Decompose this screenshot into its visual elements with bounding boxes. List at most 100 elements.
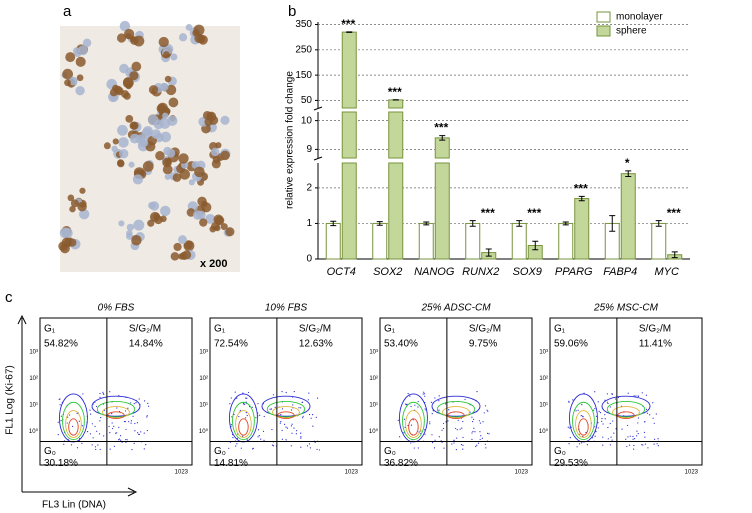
cell bbox=[112, 138, 119, 145]
event-dot bbox=[281, 438, 284, 440]
event-dot bbox=[456, 429, 458, 431]
event-dot bbox=[295, 433, 297, 435]
event-dot bbox=[591, 437, 594, 439]
event-dot bbox=[410, 424, 413, 426]
event-dot bbox=[611, 439, 613, 441]
event-dot bbox=[480, 435, 482, 437]
event-dot bbox=[399, 436, 401, 438]
event-dot bbox=[567, 426, 569, 428]
event-dot bbox=[130, 402, 132, 404]
event-dot bbox=[471, 438, 473, 441]
flow-y-tick: 10⁰ bbox=[29, 428, 39, 435]
event-dot bbox=[103, 435, 105, 437]
event-dot bbox=[315, 416, 317, 418]
event-dot bbox=[307, 399, 309, 401]
event-dot bbox=[259, 414, 261, 416]
event-dot bbox=[460, 444, 463, 446]
phase-pct: 54.82% bbox=[44, 339, 78, 350]
event-dot bbox=[242, 435, 244, 437]
event-dot bbox=[113, 445, 115, 447]
event-dot bbox=[433, 447, 436, 449]
event-dot bbox=[645, 408, 648, 410]
event-dot bbox=[95, 405, 98, 408]
event-dot bbox=[68, 414, 71, 416]
event-dot bbox=[81, 442, 83, 444]
event-dot bbox=[316, 397, 319, 399]
phase-pct: 29.53% bbox=[554, 458, 588, 469]
bar bbox=[558, 222, 574, 260]
event-dot bbox=[474, 431, 476, 433]
phase-pct: 12.63% bbox=[299, 339, 333, 350]
cell bbox=[185, 23, 193, 31]
cell bbox=[119, 148, 129, 159]
phase-pct: 72.54% bbox=[214, 339, 248, 350]
contour bbox=[266, 400, 306, 418]
event-dot bbox=[627, 424, 629, 427]
phase-pct: 14.81% bbox=[214, 458, 248, 469]
event-dot bbox=[312, 425, 314, 427]
event-dot bbox=[138, 398, 140, 400]
event-dot bbox=[617, 396, 620, 399]
contour bbox=[606, 400, 646, 418]
event-dot bbox=[118, 426, 120, 428]
event-dot bbox=[70, 444, 73, 446]
cell bbox=[141, 127, 153, 139]
cell bbox=[193, 24, 205, 36]
event-dot bbox=[655, 413, 657, 415]
event-dot bbox=[146, 416, 148, 418]
event-dot bbox=[232, 436, 234, 439]
cell bbox=[65, 52, 76, 63]
event-dot bbox=[251, 448, 254, 450]
error-bar bbox=[562, 221, 569, 226]
event-dot bbox=[76, 447, 79, 449]
event-dot bbox=[258, 435, 260, 437]
legend-label: monolayer bbox=[616, 12, 663, 23]
cell bbox=[220, 223, 228, 231]
event-dot bbox=[625, 438, 627, 440]
event-dot bbox=[99, 448, 101, 451]
cell bbox=[68, 76, 78, 86]
event-dot bbox=[260, 438, 262, 440]
event-dot bbox=[116, 432, 118, 434]
event-dot bbox=[138, 433, 140, 436]
cell bbox=[194, 166, 205, 178]
phase-pct: 30.18% bbox=[44, 458, 78, 469]
event-dot bbox=[118, 394, 120, 397]
cell bbox=[64, 79, 71, 87]
event-dot bbox=[568, 401, 570, 403]
event-dot bbox=[572, 399, 574, 401]
bar bbox=[372, 222, 388, 260]
x-tick-label: SOX9 bbox=[513, 266, 542, 278]
event-dot bbox=[447, 420, 449, 422]
flow-y-tick: 10³ bbox=[539, 349, 548, 355]
phase-label: G₁ bbox=[554, 324, 566, 335]
event-dot bbox=[144, 400, 146, 402]
flow-y-tick: 10² bbox=[199, 376, 208, 382]
cell bbox=[213, 214, 224, 225]
event-dot bbox=[462, 444, 464, 446]
contour bbox=[612, 406, 640, 419]
cell bbox=[162, 157, 172, 168]
contour bbox=[91, 395, 141, 417]
event-dot bbox=[485, 447, 487, 449]
event-dot bbox=[286, 427, 289, 429]
legend-swatch bbox=[596, 11, 611, 23]
event-dot bbox=[309, 447, 312, 449]
flow-y-tick: 10² bbox=[29, 376, 38, 382]
cell bbox=[160, 82, 169, 92]
event-dot bbox=[473, 427, 475, 429]
event-dot bbox=[405, 403, 407, 405]
event-dot bbox=[413, 447, 415, 449]
event-dot bbox=[635, 395, 637, 397]
event-dot bbox=[285, 391, 287, 394]
event-dot bbox=[472, 430, 474, 433]
y-tick-label: 50 bbox=[301, 95, 313, 106]
event-dot bbox=[245, 411, 247, 414]
event-dot bbox=[124, 421, 126, 423]
event-dot bbox=[641, 444, 643, 446]
cell bbox=[178, 253, 185, 260]
event-dot bbox=[414, 404, 416, 406]
legend-label: sphere bbox=[616, 26, 647, 37]
flow-y-tick: 10² bbox=[539, 376, 548, 382]
cell bbox=[126, 229, 133, 237]
